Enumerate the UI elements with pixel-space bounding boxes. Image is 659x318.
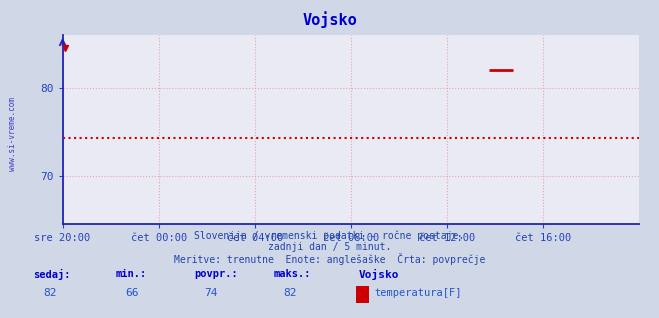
- Text: 66: 66: [125, 288, 138, 298]
- Text: povpr.:: povpr.:: [194, 269, 238, 279]
- Text: Vojsko: Vojsko: [302, 11, 357, 28]
- Text: 82: 82: [43, 288, 56, 298]
- Text: 74: 74: [204, 288, 217, 298]
- Text: temperatura[F]: temperatura[F]: [374, 288, 462, 298]
- Text: zadnji dan / 5 minut.: zadnji dan / 5 minut.: [268, 242, 391, 252]
- Text: maks.:: maks.:: [273, 269, 311, 279]
- Text: Meritve: trenutne  Enote: anglešaške  Črta: povprečje: Meritve: trenutne Enote: anglešaške Črta…: [174, 253, 485, 265]
- Text: 82: 82: [283, 288, 297, 298]
- Text: min.:: min.:: [115, 269, 146, 279]
- Text: Vojsko: Vojsko: [359, 269, 399, 280]
- Text: www.si-vreme.com: www.si-vreme.com: [8, 97, 17, 170]
- Text: sedaj:: sedaj:: [33, 269, 71, 280]
- Text: Slovenija / vremenski podatki - ročne postaje.: Slovenija / vremenski podatki - ročne po…: [194, 231, 465, 241]
